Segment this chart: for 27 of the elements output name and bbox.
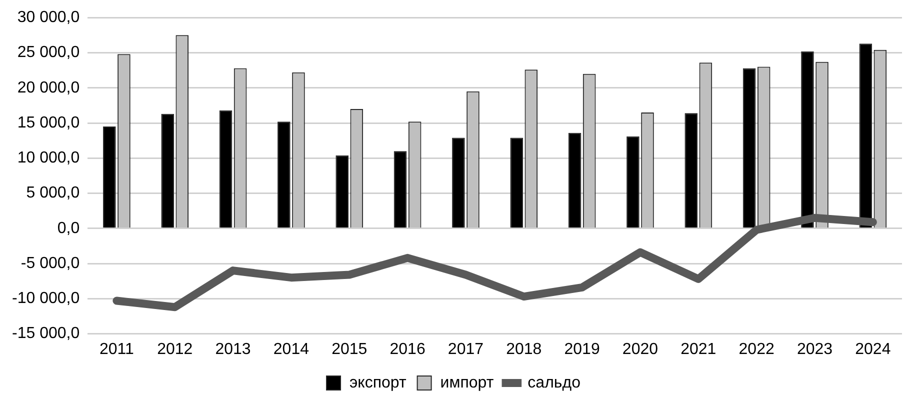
x-tick-label: 2022 — [738, 340, 774, 358]
y-tick-label: 30 000,0 — [17, 9, 80, 26]
x-tick-label: 2024 — [855, 340, 891, 358]
y-tick-label: 5 000,0 — [26, 184, 80, 202]
x-tick-label: 2023 — [796, 340, 833, 358]
y-tick-label: 10 000,0 — [17, 150, 80, 167]
x-tick-label: 2019 — [564, 340, 600, 358]
legend-label: импорт — [440, 374, 494, 392]
x-tick-label: 2013 — [215, 340, 251, 358]
x-tick-label: 2017 — [448, 340, 484, 358]
x-tick-label: 2018 — [506, 340, 542, 358]
y-tick-label: 0,0 — [57, 220, 80, 237]
y-tick-label: -15 000,0 — [12, 325, 80, 342]
y-tick-label: 15 000,0 — [17, 114, 80, 132]
x-tick-label: 2012 — [157, 340, 193, 358]
x-tick-label: 2020 — [622, 340, 658, 358]
x-tick-label: 2016 — [390, 340, 426, 358]
y-tick-label: 25 000,0 — [17, 44, 80, 62]
y-tick-label: 20 000,0 — [17, 79, 80, 96]
x-tick-label: 2014 — [273, 340, 310, 358]
legend-label: экспорт — [350, 374, 407, 392]
y-tick-label: -5 000,0 — [20, 254, 80, 272]
x-tick-label: 2011 — [99, 340, 134, 358]
legend-label: сальдо — [528, 374, 581, 392]
x-tick-label: 2015 — [332, 340, 368, 358]
x-tick-label: 2021 — [680, 340, 716, 358]
y-tick-label: -10 000,0 — [12, 290, 80, 308]
